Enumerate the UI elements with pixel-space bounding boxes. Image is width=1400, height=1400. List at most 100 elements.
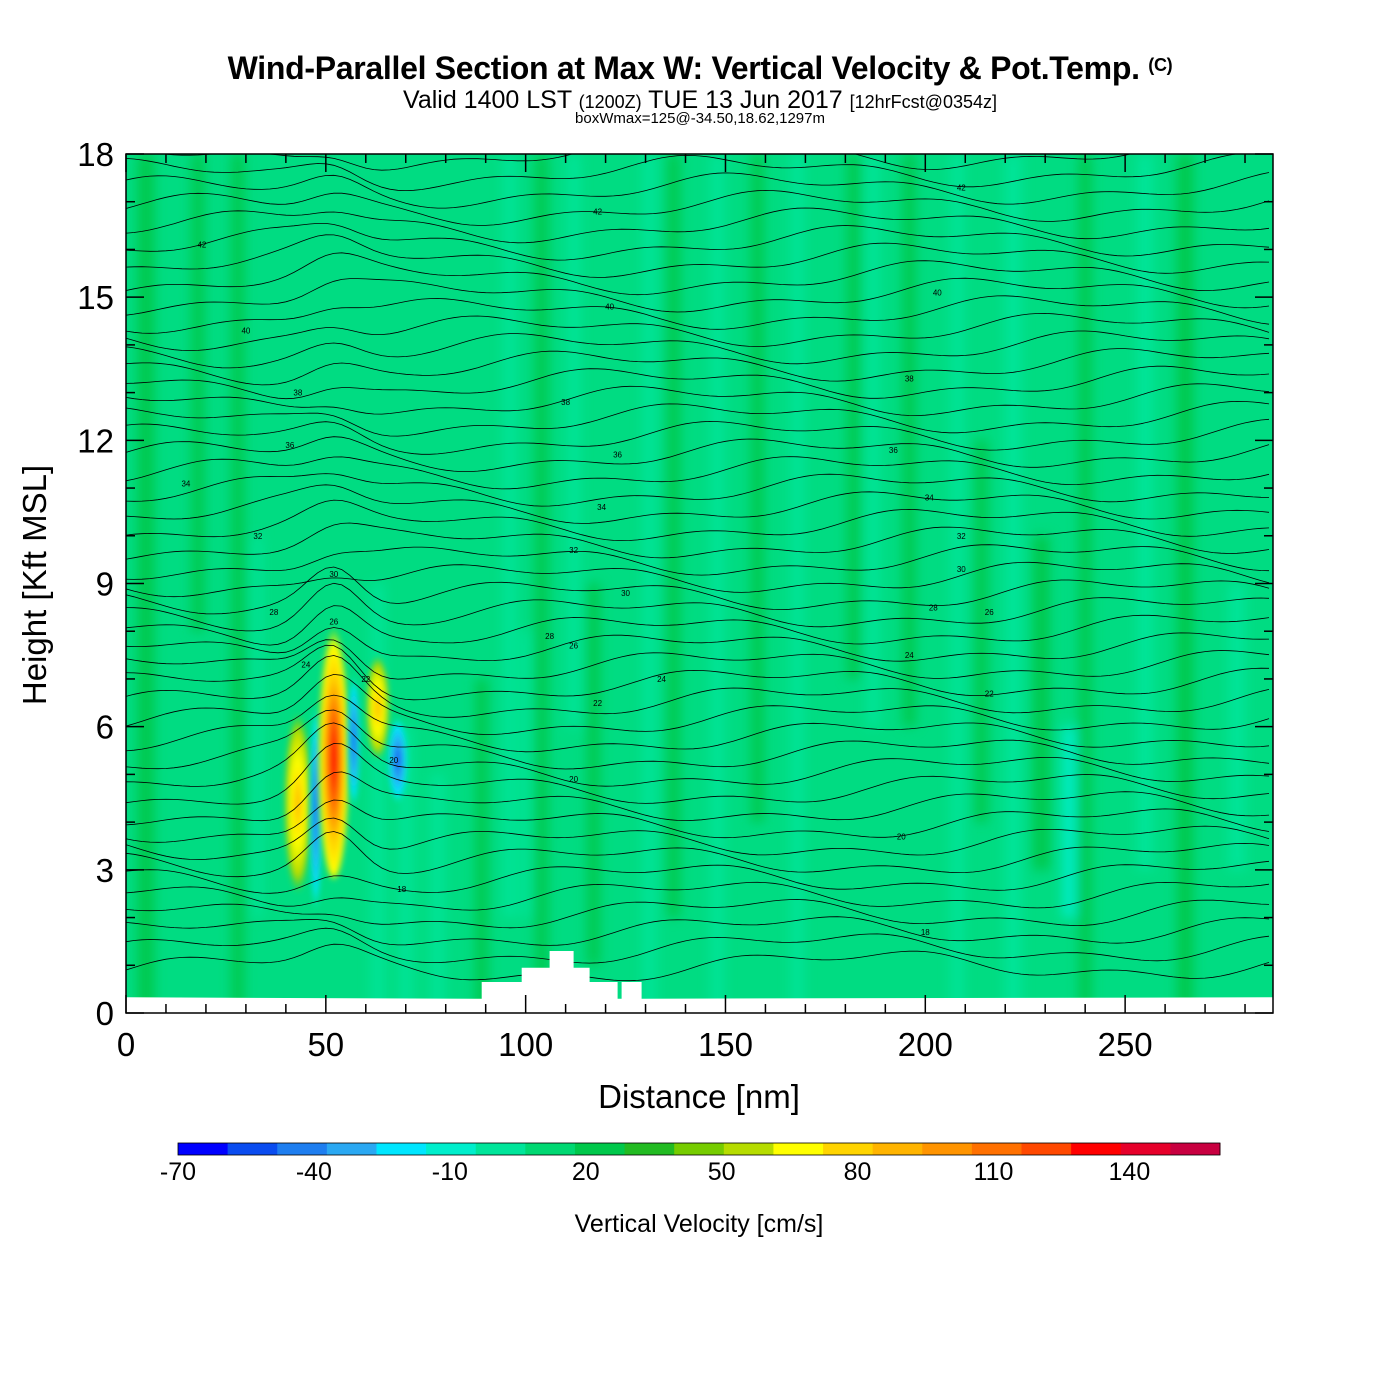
theta-contour-label: 20 bbox=[569, 775, 578, 784]
velocity-band bbox=[431, 774, 444, 1013]
velocity-core bbox=[317, 612, 350, 880]
theta-contour-label: 40 bbox=[605, 303, 614, 312]
y-tick-label: 18 bbox=[77, 136, 114, 173]
x-tick-label: 0 bbox=[117, 1026, 135, 1063]
theta-contours bbox=[126, 118, 1270, 982]
theta-contour bbox=[126, 694, 1270, 753]
velocity-band bbox=[1033, 535, 1050, 870]
velocity-band bbox=[903, 154, 916, 727]
theta-contour bbox=[126, 709, 1270, 770]
x-tick-label: 200 bbox=[898, 1026, 953, 1063]
velocity-band bbox=[371, 583, 384, 1013]
colorbar-tick-label: 50 bbox=[708, 1158, 736, 1186]
colorbar-swatch bbox=[872, 1143, 923, 1155]
velocity-band bbox=[711, 154, 724, 1013]
theta-contour bbox=[126, 860, 1270, 894]
theta-contour-label: 36 bbox=[889, 446, 898, 455]
theta-contour bbox=[126, 899, 1270, 929]
theta-contour-label: 34 bbox=[925, 494, 934, 503]
theta-contour bbox=[126, 223, 1270, 261]
theta-contour-label: 24 bbox=[301, 661, 310, 670]
theta-contour bbox=[126, 544, 1270, 580]
theta-contour bbox=[126, 831, 1270, 878]
theta-contour bbox=[126, 118, 1269, 153]
colorbar-swatch bbox=[823, 1143, 874, 1155]
theta-contour bbox=[126, 189, 1270, 226]
theta-contour bbox=[126, 312, 1270, 352]
velocity-core bbox=[365, 655, 390, 761]
chart-subtitle: Valid 1400 LST (1200Z) TUE 13 Jun 2017 [… bbox=[403, 86, 997, 114]
velocity-band bbox=[867, 154, 880, 727]
chart-title: Wind-Parallel Section at Max W: Vertical… bbox=[227, 50, 1173, 86]
x-tick-label: 100 bbox=[498, 1026, 553, 1063]
velocity-band bbox=[521, 631, 530, 918]
theta-contour bbox=[126, 771, 1270, 826]
theta-contour-label: 30 bbox=[957, 565, 966, 574]
colorbar-swatch bbox=[971, 1143, 1023, 1155]
colorbar: -70 -40 -10 20 50 80 110 140 bbox=[160, 1142, 1221, 1186]
plot-area: 42 40 38 36 34 32 30 28 26 24 22 20 18 42 40 38 36 34 32 30… bbox=[126, 118, 1273, 1013]
theta-contour-label: 20 bbox=[389, 756, 398, 765]
box-info: boxWmax=125@-34.50,18.62,1297m bbox=[575, 110, 825, 127]
colorbar-swatch bbox=[1021, 1143, 1072, 1155]
theta-contour bbox=[126, 673, 1270, 735]
colorbar-swatch bbox=[1170, 1143, 1221, 1155]
theta-contour bbox=[126, 644, 1270, 701]
y-tick-label: 9 bbox=[96, 566, 114, 603]
theta-contour bbox=[126, 881, 1270, 911]
velocity-band bbox=[791, 154, 804, 1013]
y-tick-label: 0 bbox=[96, 995, 114, 1032]
colorbar-swatch bbox=[326, 1143, 377, 1155]
velocity-band bbox=[253, 535, 262, 918]
theta-contour-label: 30 bbox=[621, 589, 630, 598]
theta-contour-label: 34 bbox=[597, 503, 606, 512]
colorbar-swatch bbox=[674, 1143, 725, 1155]
theta-contour bbox=[126, 722, 1270, 787]
terrain-mask bbox=[126, 951, 1273, 1013]
velocity-band bbox=[1063, 726, 1076, 918]
theta-contour bbox=[126, 473, 1270, 507]
velocity-band bbox=[535, 154, 548, 1013]
theta-contour bbox=[126, 582, 1270, 632]
theta-contour-label: 42 bbox=[593, 207, 602, 216]
theta-contour-label: 28 bbox=[929, 603, 938, 612]
theta-contour bbox=[126, 484, 1270, 524]
theta-contour-label: 32 bbox=[569, 546, 578, 555]
velocity-core bbox=[283, 712, 312, 894]
velocity-band bbox=[231, 154, 244, 1013]
velocity-band bbox=[975, 440, 988, 823]
theta-contour bbox=[126, 207, 1270, 244]
theta-contour-label: 42 bbox=[957, 183, 966, 192]
colorbar-tick-label: -70 bbox=[160, 1158, 196, 1186]
velocity-band bbox=[1079, 154, 1092, 1013]
theta-contour bbox=[126, 154, 1240, 192]
velocity-band bbox=[587, 583, 600, 966]
theta-contour bbox=[126, 330, 1270, 369]
velocity-band bbox=[1137, 154, 1154, 870]
theta-contour bbox=[126, 383, 1270, 417]
colorbar-tick-label: 110 bbox=[974, 1158, 1014, 1186]
y-tick-label: 12 bbox=[77, 422, 114, 459]
velocity-band bbox=[951, 154, 964, 1013]
theta-contour bbox=[126, 252, 1270, 296]
theta-contour-label: 32 bbox=[957, 532, 966, 541]
theta-contour bbox=[126, 499, 1270, 542]
velocity-core bbox=[387, 717, 408, 804]
colorbar-tick-label: 80 bbox=[844, 1158, 872, 1186]
colorbar-tick-label: -40 bbox=[296, 1158, 332, 1186]
velocity-band bbox=[191, 154, 204, 632]
theta-contour bbox=[126, 400, 1270, 437]
updraft-cores bbox=[283, 612, 408, 913]
theta-contour-labels: 42 40 38 36 34 32 30 28 26 24 22 20 18 42 40 38 36 34 32 30… bbox=[181, 183, 994, 936]
theta-contour bbox=[126, 655, 1270, 718]
theta-contour-label: 38 bbox=[905, 374, 914, 383]
theta-contour-label: 24 bbox=[905, 651, 914, 660]
colorbar-swatch bbox=[1071, 1143, 1122, 1155]
x-tick-label: 50 bbox=[307, 1026, 344, 1063]
theta-contour bbox=[160, 154, 1132, 171]
theta-contour bbox=[126, 916, 1270, 946]
theta-contour-label: 26 bbox=[985, 608, 994, 617]
colorbar-swatch bbox=[624, 1143, 675, 1155]
